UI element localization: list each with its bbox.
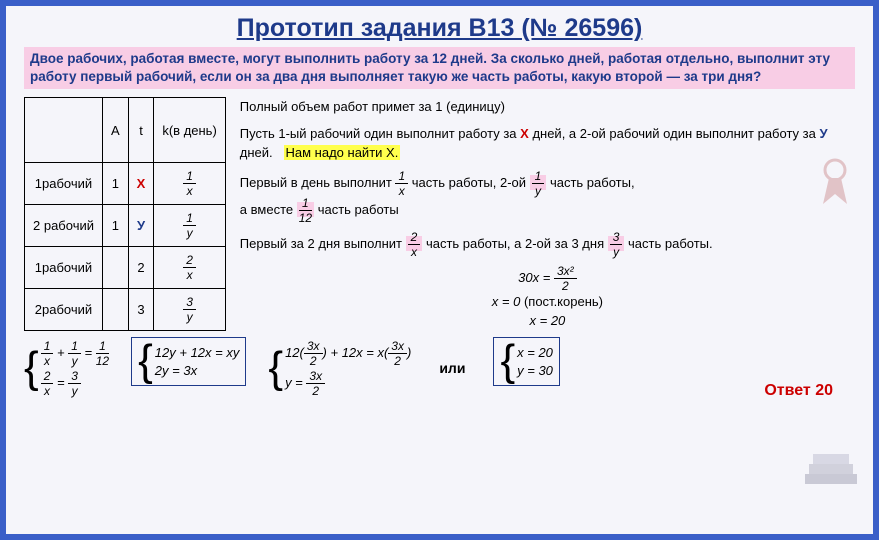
ribbon-icon [815,156,855,211]
line4: Первый за 2 дня выполнит 2x часть работы… [240,231,855,258]
system-2: { 12y + 12x = xy 2y = 3x [131,337,246,386]
line1: Полный объем работ примет за 1 (единицу) [240,97,855,117]
row2-label: 2 рабочий [25,204,103,246]
row1-A: 1 [103,162,129,204]
row3-A [103,246,129,288]
row1-k: 1x [154,162,225,204]
line3: Первый в день выполнит 1x часть работы, … [240,170,855,224]
th-A: A [103,98,129,163]
row3-k: 2x [154,246,225,288]
problem-text: Двое рабочих, работая вместе, могут выпо… [24,47,855,89]
th-t: t [128,98,154,163]
row2-k: 1y [154,204,225,246]
row3-label: 1рабочий [25,246,103,288]
th-blank [25,98,103,163]
row4-k: 3y [154,288,225,330]
row2-A: 1 [103,204,129,246]
systems-row: { 1x + 1y = 112 2x = 3y { 12y + 12x = xy… [24,337,855,400]
th-k: k(в день) [154,98,225,163]
row4-label: 2рабочий [25,288,103,330]
books-icon [801,444,861,492]
highlight-find-x: Нам надо найти Х. [284,145,401,160]
system-1: { 1x + 1y = 112 2x = 3y [24,337,109,400]
line2: Пусть 1-ый рабочий один выполнит работу … [240,124,855,163]
row3-t: 2 [128,246,154,288]
derive-eq: 30x = 3x²2 x = 0 (пост.корень) x = 20 [240,265,855,331]
system-3: { 12(3x2) + 12x = x(3x2) y = 3x2 [268,337,411,400]
explanation: Полный объем работ примет за 1 (единицу)… [240,97,855,331]
row2-t: У [128,204,154,246]
page-title: Прототип задания B13 (№ 26596) [24,14,855,43]
row1-t: Х [128,162,154,204]
row4-A [103,288,129,330]
row1-label: 1рабочий [25,162,103,204]
row4-t: 3 [128,288,154,330]
or-label: или [439,360,465,376]
answer: Ответ 20 [764,382,833,400]
work-table: A t k(в день) 1рабочий 1 Х 1x 2 рабочий … [24,97,226,331]
solution-box: { x = 20 y = 30 [493,337,559,386]
